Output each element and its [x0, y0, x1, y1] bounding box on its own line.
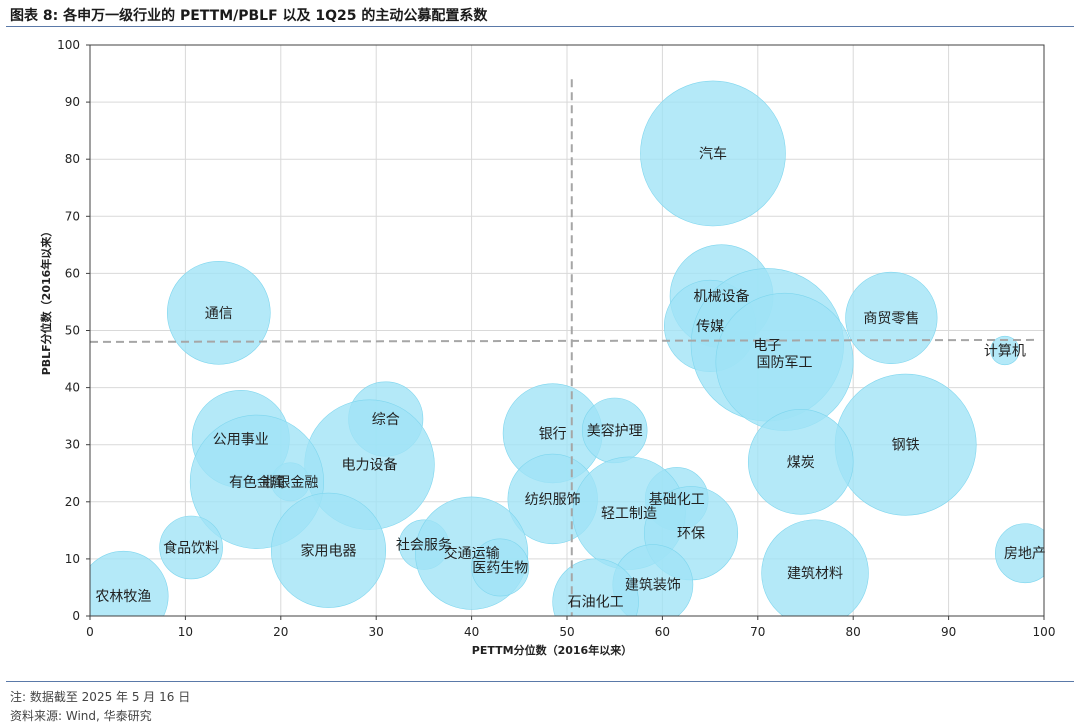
label-交通运输: 交通运输: [444, 545, 500, 562]
label-计算机: 计算机: [984, 343, 1026, 359]
label-机械设备: 机械设备: [694, 288, 750, 305]
x-tick-label: 50: [559, 625, 574, 639]
y-tick-label: 90: [65, 95, 80, 109]
label-钢铁: 钢铁: [892, 438, 920, 454]
label-建筑材料: 建筑材料: [787, 566, 843, 582]
bubble-农林牧渔: [90, 550, 169, 616]
bubble-食品饮料: [159, 515, 223, 580]
x-tick-label: 80: [846, 625, 861, 639]
label-医药生物: 医药生物: [472, 560, 528, 576]
bubble-汽车: [640, 80, 786, 227]
label-国防军工: 国防军工: [757, 355, 813, 371]
label-公用事业: 公用事业: [213, 432, 269, 448]
source-note: 资料来源: Wind, 华泰研究: [10, 709, 152, 723]
y-tick-label: 0: [72, 609, 80, 623]
x-tick-label: 90: [941, 625, 956, 639]
y-tick-label: 100: [57, 38, 80, 52]
label-社会服务: 社会服务: [396, 538, 452, 554]
bubble-医药生物: [471, 538, 530, 597]
label-有色金属: 有色金属: [229, 474, 285, 491]
x-tick-label: 0: [86, 625, 94, 639]
label-食品饮料: 食品饮料: [163, 539, 219, 556]
footnote: 注: 数据截至 2025 年 5 月 16 日: [10, 690, 191, 704]
x-tick-label: 40: [464, 625, 479, 639]
label-传媒: 传媒: [696, 319, 724, 335]
label-煤炭: 煤炭: [787, 455, 815, 471]
label-农林牧渔: 农林牧渔: [95, 589, 151, 605]
bubbles: [90, 80, 1044, 616]
y-tick-label: 70: [65, 209, 80, 223]
figure-title: 图表 8: 各申万一级行业的 PETTM/PBLF 以及 1Q25 的主动公募配…: [10, 8, 488, 24]
label-汽车: 汽车: [699, 145, 727, 162]
axes: 0 10 20 30 40 50 60 70 80 90 100 0 10 20 30 40 50 60 70 80 9…: [39, 38, 1055, 657]
label-建筑装饰: 建筑装饰: [625, 578, 681, 594]
label-电子: 电子: [753, 338, 781, 354]
label-轻工制造: 轻工制造: [601, 506, 657, 522]
y-tick-label: 50: [65, 324, 80, 338]
label-电力设备: 电力设备: [342, 457, 398, 474]
label-通信: 通信: [205, 306, 233, 322]
y-tick-label: 30: [65, 438, 80, 452]
x-tick-label: 20: [273, 625, 288, 639]
bubble-通信: [166, 260, 271, 365]
bubble-煤炭: [747, 409, 854, 515]
label-家用电器: 家用电器: [301, 542, 357, 559]
x-tick-label: 70: [750, 625, 765, 639]
y-tick-label: 80: [65, 152, 80, 166]
y-axis-title: PBLF分位数（2016年以来）: [39, 226, 53, 376]
bubble-房地产: [995, 523, 1044, 584]
y-tick-label: 40: [65, 381, 80, 395]
figure-title-bar: 图表 8: 各申万一级行业的 PETTM/PBLF 以及 1Q25 的主动公募配…: [6, 0, 1074, 27]
reference-lines: [89, 79, 1039, 616]
label-基础化工: 基础化工: [649, 491, 705, 508]
bubble-建筑材料: [761, 519, 869, 616]
bubble-计算机: [990, 335, 1020, 366]
y-tick-label: 10: [65, 552, 80, 566]
label-环保: 环保: [677, 526, 705, 542]
footer-divider: [6, 681, 1074, 682]
label-银行: 银行: [539, 426, 567, 442]
bubble-石油化工: [552, 558, 639, 616]
x-axis-title: PETTM分位数（2016年以来）: [472, 643, 632, 657]
label-房地产: 房地产: [1004, 546, 1046, 562]
label-非银金融: 非银金融: [262, 475, 318, 491]
x-tick-label: 30: [369, 625, 384, 639]
label-商贸零售: 商贸零售: [863, 311, 919, 327]
y-tick-label: 60: [65, 266, 80, 280]
label-美容护理: 美容护理: [587, 422, 643, 439]
label-石油化工: 石油化工: [568, 595, 624, 611]
x-tick-label: 60: [655, 625, 670, 639]
x-tick-label: 10: [178, 625, 193, 639]
y-tick-label: 20: [65, 495, 80, 509]
x-tick-label: 100: [1033, 625, 1056, 639]
horizontal-reference-line: [89, 338, 1039, 343]
label-纺织服饰: 纺织服饰: [525, 492, 581, 508]
label-综合: 综合: [372, 412, 400, 428]
bubble-家用电器: [270, 492, 387, 608]
